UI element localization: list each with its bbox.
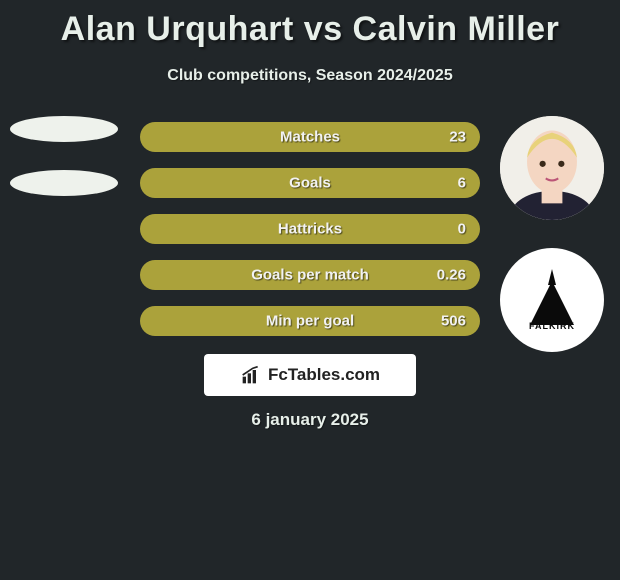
stat-right-value: 6 [458,175,466,192]
subtitle: Club competitions, Season 2024/2025 [0,67,620,85]
player-head-icon [500,116,604,220]
stat-row-min-per-goal: Min per goal 506 [140,306,480,336]
bar-chart-icon [240,365,262,385]
club-crest-icon: FALKIRK [517,265,587,335]
right-player-column: FALKIRK [500,116,610,380]
club-crest-text: FALKIRK [517,321,587,352]
stat-label: Matches [280,129,340,146]
left-player-photo-placeholder [10,116,118,142]
brand-text: FcTables.com [268,365,380,385]
right-player-photo [500,116,604,220]
left-player-column [10,116,120,224]
stat-right-value: 23 [449,129,466,146]
stat-label: Min per goal [266,313,354,330]
brand-badge: FcTables.com [204,354,416,396]
stat-label: Goals per match [251,267,369,284]
page-title: Alan Urquhart vs Calvin Miller [0,0,620,49]
left-club-crest-placeholder [10,170,118,196]
date-text: 6 january 2025 [0,410,620,430]
stat-label: Goals [289,175,331,192]
stat-right-value: 506 [441,313,466,330]
stat-row-hattricks: Hattricks 0 [140,214,480,244]
stat-row-matches: Matches 23 [140,122,480,152]
right-club-crest: FALKIRK [500,248,604,352]
stats-bars: Matches 23 Goals 6 Hattricks 0 Goals per… [140,122,480,352]
stat-row-goals-per-match: Goals per match 0.26 [140,260,480,290]
stat-row-goals: Goals 6 [140,168,480,198]
stat-right-value: 0 [458,221,466,238]
stat-right-value: 0.26 [437,267,466,284]
stat-label: Hattricks [278,221,342,238]
